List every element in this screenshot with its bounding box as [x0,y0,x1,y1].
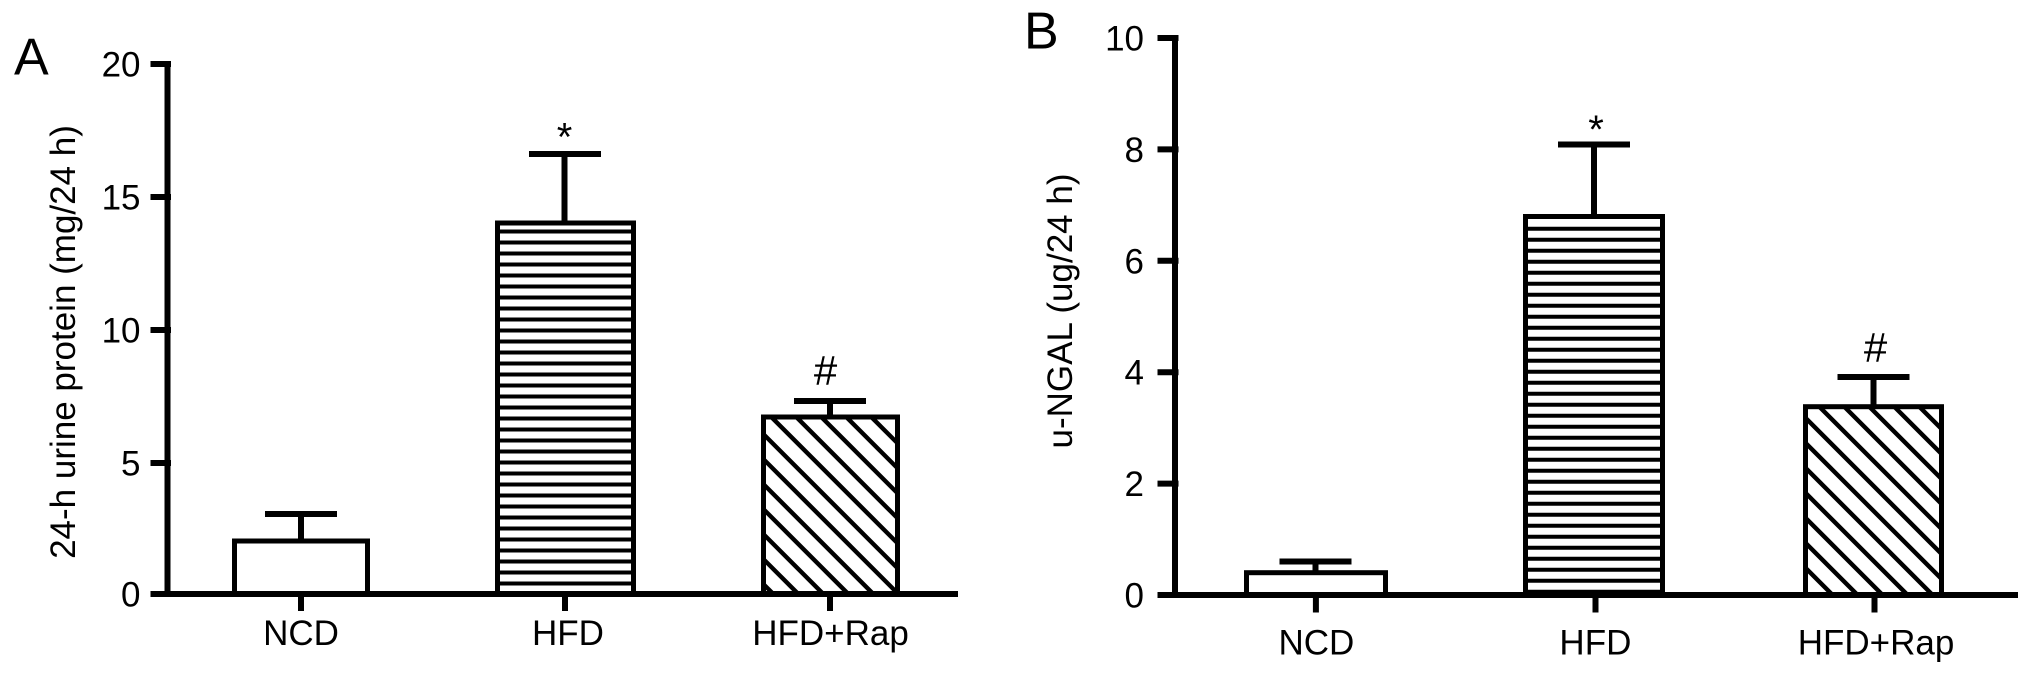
svg-text:NCD: NCD [263,614,339,653]
svg-text:*: * [1588,108,1604,152]
svg-text:0: 0 [121,576,140,615]
svg-text:A: A [14,29,49,87]
svg-text:NCD: NCD [1278,624,1354,663]
svg-text:HFD: HFD [532,614,604,653]
svg-text:5: 5 [121,445,140,484]
svg-text:HFD+Rap: HFD+Rap [752,614,909,653]
svg-text:u-NGAL (ug/24 h): u-NGAL (ug/24 h) [1041,174,1080,449]
svg-text:HFD: HFD [1559,624,1631,663]
svg-text:HFD+Rap: HFD+Rap [1798,624,1955,663]
svg-text:#: # [814,347,838,394]
svg-text:#: # [1864,324,1888,371]
svg-text:20: 20 [102,46,141,85]
svg-text:15: 15 [102,179,141,218]
svg-text:2: 2 [1125,465,1144,504]
svg-text:24-h urine protein (mg/24 h): 24-h urine protein (mg/24 h) [44,125,83,559]
svg-text:6: 6 [1125,242,1144,281]
svg-text:8: 8 [1125,131,1144,170]
svg-text:10: 10 [102,312,141,351]
svg-text:B: B [1024,3,1059,61]
svg-text:0: 0 [1125,577,1144,616]
svg-text:*: * [557,116,573,160]
svg-text:10: 10 [1105,20,1144,59]
svg-text:4: 4 [1125,354,1144,393]
